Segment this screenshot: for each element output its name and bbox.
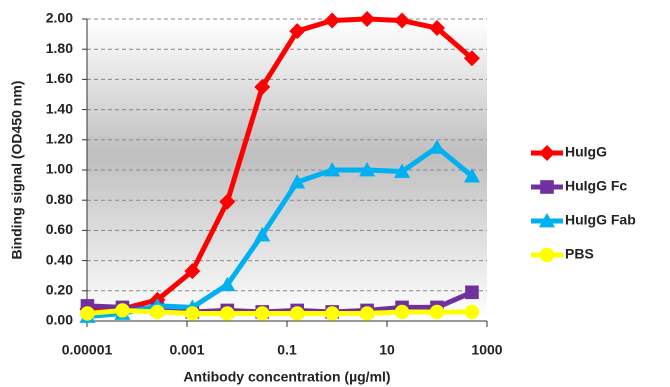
- legend-label: PBS: [565, 246, 594, 262]
- x-tick-label: 0.00001: [62, 342, 113, 358]
- y-tick-label: 0.60: [46, 221, 73, 237]
- marker: [219, 276, 236, 292]
- y-tick-label: 1.40: [46, 100, 73, 116]
- x-tick-label: 0.1: [277, 342, 297, 358]
- marker: [463, 50, 480, 67]
- marker: [219, 193, 236, 210]
- marker: [429, 20, 445, 37]
- marker: [359, 162, 376, 177]
- marker: [465, 285, 479, 300]
- marker: [429, 139, 445, 154]
- marker: [394, 12, 411, 29]
- y-tick-label: 0.40: [46, 251, 73, 267]
- marker: [394, 163, 411, 178]
- y-tick-label: 1.60: [46, 70, 73, 86]
- y-tick-label: 0.80: [46, 191, 73, 207]
- y-tick-label: 0.20: [46, 282, 73, 298]
- legend-marker: [539, 213, 555, 228]
- marker: [289, 174, 306, 189]
- marker: [150, 304, 165, 320]
- y-tick-label: 1.00: [46, 161, 73, 177]
- x-tick-label: 1000: [471, 342, 502, 358]
- marker: [220, 306, 235, 321]
- marker: [394, 304, 410, 320]
- y-tick-label: 1.80: [46, 40, 73, 56]
- x-tick-label: 10: [379, 342, 395, 358]
- marker: [464, 304, 480, 320]
- marker: [184, 263, 201, 280]
- marker: [289, 23, 306, 40]
- y-tick-label: 1.20: [46, 131, 73, 147]
- marker: [185, 306, 200, 321]
- marker: [324, 306, 340, 321]
- marker: [324, 162, 341, 177]
- marker: [290, 306, 305, 321]
- marker: [359, 306, 375, 321]
- x-tick-label: 0.001: [169, 342, 204, 358]
- legend-marker: [539, 247, 555, 263]
- series-line: [87, 144, 474, 319]
- marker: [429, 304, 445, 320]
- marker: [115, 303, 130, 318]
- x-axis-label: Antibody concentration (µg/ml): [183, 369, 390, 385]
- legend-marker: [540, 180, 554, 194]
- legend-label: HuIgG Fab: [565, 212, 636, 228]
- marker: [80, 306, 95, 321]
- y-tick-label: 0.00: [46, 312, 73, 328]
- marker: [359, 11, 376, 27]
- marker: [254, 226, 271, 242]
- marker: [324, 12, 341, 29]
- marker: [255, 306, 270, 321]
- y-tick-label: 2.00: [46, 10, 73, 26]
- y-axis-label: Binding signal (OD450 nm): [9, 81, 25, 260]
- legend-label: HuIgG Fc: [565, 178, 627, 194]
- marker: [463, 168, 480, 183]
- legend-marker: [539, 145, 555, 161]
- marker: [254, 78, 271, 95]
- legend-label: HuIgG: [565, 144, 607, 160]
